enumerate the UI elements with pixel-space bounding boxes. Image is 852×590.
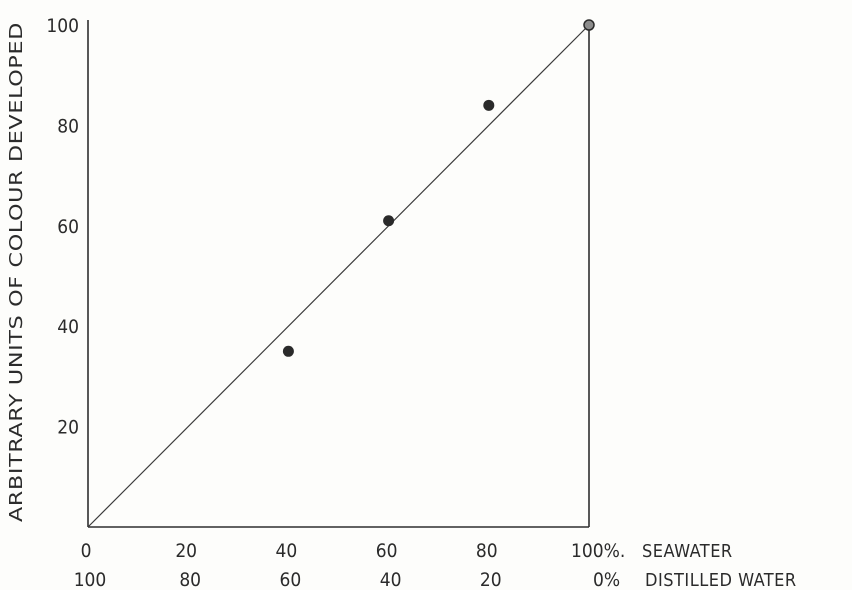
x-tick-label-distilled: 80 — [179, 569, 201, 590]
fit-line-group — [87, 24, 590, 528]
x-tick-labels-distilled: 100 80 60 40 20 0% — [74, 569, 620, 590]
x-tick-label-seawater: 0 — [81, 540, 92, 562]
x-axis-title-seawater: SEAWATER — [642, 541, 733, 562]
y-axis-title: ARBITRARY UNITS OF COLOUR DEVELOPED — [6, 22, 27, 522]
fit-line — [87, 24, 590, 528]
data-point — [383, 215, 395, 227]
x-tick-label-seawater: 60 — [376, 540, 398, 562]
y-tick-labels: 20 40 60 80 100 — [46, 15, 79, 439]
y-tick-label: 100 — [46, 15, 79, 37]
data-point — [282, 345, 294, 357]
data-point — [583, 19, 595, 31]
data-point — [483, 99, 495, 111]
y-tick-label: 40 — [57, 316, 79, 338]
axes — [87, 20, 590, 528]
x-tick-label-distilled: 60 — [280, 569, 302, 590]
y-tick-label: 80 — [57, 115, 79, 137]
y-tick-label: 60 — [57, 216, 79, 238]
x-tick-label-seawater: 100%. — [571, 540, 625, 562]
x-tick-labels-seawater: 0 20 40 60 80 100%. — [81, 540, 626, 562]
x-tick-label-seawater: 40 — [276, 540, 298, 562]
x-tick-label-seawater: 80 — [476, 540, 498, 562]
x-tick-label-distilled: 0% — [593, 569, 620, 590]
x-tick-label-seawater: 20 — [175, 540, 197, 562]
x-axis-title-distilled: DISTILLED WATER — [645, 570, 797, 590]
x-tick-label-distilled: 40 — [380, 569, 402, 590]
x-tick-label-distilled: 100 — [74, 569, 107, 590]
x-tick-label-distilled: 20 — [480, 569, 502, 590]
data-points — [282, 19, 595, 357]
y-tick-label: 20 — [57, 417, 79, 439]
